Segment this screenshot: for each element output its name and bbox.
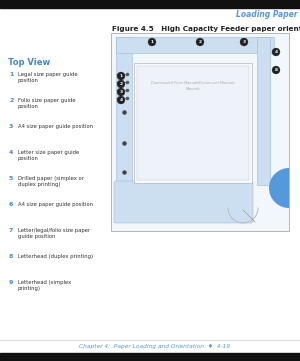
Bar: [0, 0, 300, 8]
Text: 9: 9: [9, 280, 14, 285]
Text: Top View: Top View: [8, 58, 50, 67]
Text: Drilled paper (simplex or: Drilled paper (simplex or: [18, 176, 84, 181]
Text: 7: 7: [9, 228, 14, 233]
Circle shape: [196, 38, 204, 46]
Text: Letter/legal/folio size paper: Letter/legal/folio size paper: [18, 228, 90, 233]
Text: A4 size paper guide position: A4 size paper guide position: [18, 124, 93, 129]
Bar: [137, 66, 249, 180]
Circle shape: [272, 66, 280, 74]
Text: 1: 1: [119, 74, 123, 78]
Text: position: position: [18, 78, 39, 83]
Text: 3: 3: [9, 124, 14, 129]
Circle shape: [117, 96, 125, 104]
Bar: [134, 63, 252, 183]
Text: 5: 5: [9, 176, 14, 181]
Text: A4 size paper guide position: A4 size paper guide position: [18, 202, 93, 207]
Text: 4: 4: [274, 50, 278, 54]
Text: Folio size paper guide: Folio size paper guide: [18, 98, 76, 103]
Bar: [0, 353, 300, 361]
Circle shape: [272, 48, 280, 56]
Text: Letterhead (duplex printing): Letterhead (duplex printing): [18, 254, 93, 259]
Text: 2: 2: [199, 40, 202, 44]
Text: Downloaded From ManualsPrinter.com Manuals: Downloaded From ManualsPrinter.com Manua…: [151, 81, 235, 85]
Text: Loading Paper: Loading Paper: [236, 10, 297, 19]
Text: duplex printing): duplex printing): [18, 182, 61, 187]
Circle shape: [117, 88, 125, 96]
Text: 6: 6: [9, 202, 14, 207]
Text: 3: 3: [119, 90, 122, 94]
Text: guide position: guide position: [18, 234, 56, 239]
Text: Legal size paper guide: Legal size paper guide: [18, 72, 78, 77]
Text: 2: 2: [9, 98, 14, 103]
Bar: [116, 37, 274, 53]
Bar: [116, 37, 132, 217]
Text: Figure 4.5   High Capacity Feeder paper orientation: Figure 4.5 High Capacity Feeder paper or…: [112, 26, 300, 32]
Text: Letter size paper guide: Letter size paper guide: [18, 150, 79, 155]
Circle shape: [117, 72, 125, 80]
Text: Chapter 4:  Paper Loading and Orientation  ♦  4-19: Chapter 4: Paper Loading and Orientation…: [80, 344, 231, 349]
Text: 3: 3: [242, 40, 245, 44]
Circle shape: [117, 80, 125, 88]
Circle shape: [148, 38, 156, 46]
Text: Manuals: Manuals: [186, 87, 200, 91]
Text: Letterhead (simplex: Letterhead (simplex: [18, 280, 71, 285]
Bar: [111, 33, 289, 231]
Text: 8: 8: [9, 254, 14, 259]
Text: position: position: [18, 104, 39, 109]
Text: 2: 2: [119, 82, 122, 86]
Wedge shape: [269, 168, 289, 208]
FancyBboxPatch shape: [114, 181, 253, 223]
Text: 4: 4: [9, 150, 14, 155]
Text: 1: 1: [150, 40, 154, 44]
Text: 1: 1: [9, 72, 14, 77]
Text: printing): printing): [18, 286, 41, 291]
Circle shape: [240, 38, 248, 46]
Text: position: position: [18, 156, 39, 161]
Text: 4: 4: [119, 98, 123, 102]
Text: 8: 8: [274, 68, 278, 72]
Bar: [257, 37, 270, 185]
